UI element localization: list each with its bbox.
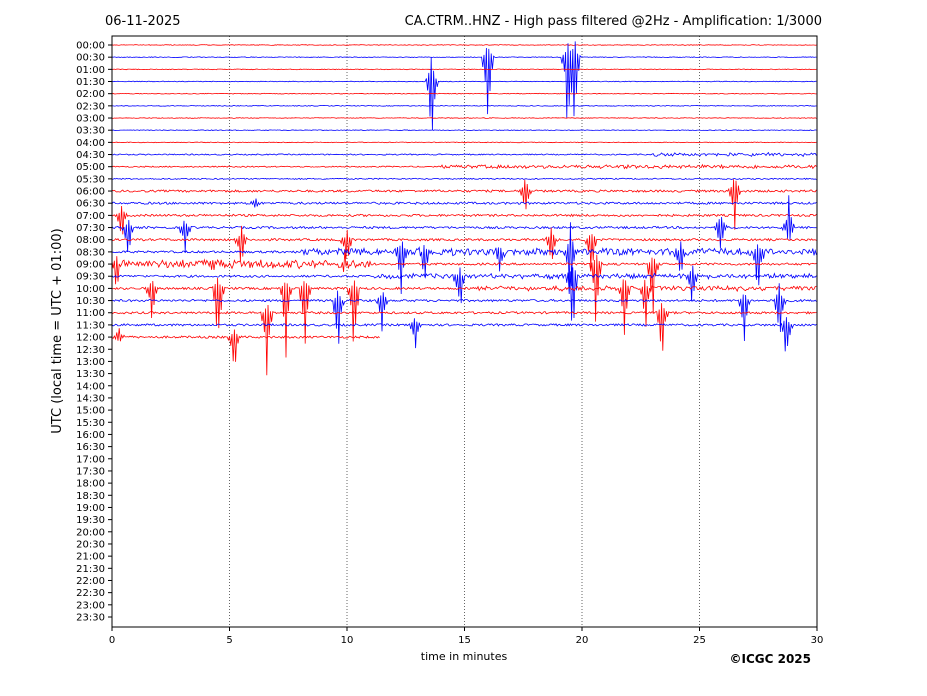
- trace-row-0030: [112, 41, 817, 118]
- y-tick-label: 02:00: [76, 89, 105, 100]
- y-tick-label: 06:30: [76, 199, 105, 210]
- x-axis-ticks: 0 5 10 15 20 25 30: [109, 627, 824, 646]
- y-tick-label: 03:00: [76, 114, 105, 125]
- x-tick-label: 25: [693, 635, 706, 646]
- y-tick-label: 12:30: [76, 345, 105, 356]
- y-tick-label: 21:00: [76, 552, 105, 563]
- y-tick-label: 12:00: [76, 333, 105, 344]
- trace-row-0130: [112, 57, 817, 131]
- x-axis-label: time in minutes: [421, 650, 508, 663]
- x-tick-label: 30: [811, 635, 824, 646]
- y-tick-label: 10:00: [76, 284, 105, 295]
- trace-row-0000: [112, 44, 817, 46]
- trace-row-0700: [112, 206, 817, 235]
- trace-row-1200: [112, 328, 380, 362]
- copyright-label: ©ICGC 2025: [729, 652, 811, 666]
- x-tick-label: 20: [576, 635, 589, 646]
- plot-frame: [111, 35, 818, 628]
- y-tick-label: 22:00: [76, 576, 105, 587]
- y-tick-label: 01:30: [76, 77, 105, 88]
- trace-row-0330: [112, 129, 817, 131]
- x-tick-label: 10: [341, 635, 354, 646]
- y-tick-label: 14:00: [76, 381, 105, 392]
- trace-row-0930: [112, 265, 817, 321]
- seismic-traces: [112, 41, 817, 376]
- y-tick-label: 00:00: [76, 41, 105, 52]
- trace-row-0800: [112, 225, 817, 269]
- trace-row-0300: [112, 117, 817, 119]
- trace-row-0430: [112, 151, 817, 158]
- trace-row-0600: [112, 179, 817, 230]
- y-tick-label: 10:30: [76, 296, 105, 307]
- chart-title: CA.CTRM..HNZ - High pass filtered @2Hz -…: [405, 14, 822, 29]
- y-tick-label: 15:00: [76, 406, 105, 417]
- y-tick-label: 22:30: [76, 588, 105, 599]
- y-tick-label: 21:30: [76, 564, 105, 575]
- y-tick-label: 04:00: [76, 138, 105, 149]
- y-tick-label: 20:00: [76, 527, 105, 538]
- trace-row-1100: [112, 303, 817, 376]
- y-tick-label: 23:00: [76, 600, 105, 611]
- trace-row-0500: [112, 163, 817, 170]
- y-tick-label: 01:00: [76, 65, 105, 76]
- y-tick-label: 07:30: [76, 223, 105, 234]
- trace-row-1030: [112, 283, 817, 344]
- y-axis-label: UTC (local time = UTC + 01:00): [50, 228, 65, 433]
- trace-row-0900: [112, 251, 817, 322]
- trace-row-0400: [112, 141, 817, 144]
- y-tick-label: 00:30: [76, 53, 105, 64]
- y-tick-label: 03:30: [76, 126, 105, 137]
- y-tick-label: 11:00: [76, 308, 105, 319]
- trace-row-1000: [112, 278, 817, 358]
- y-tick-label: 04:30: [76, 150, 105, 161]
- y-tick-label: 05:00: [76, 162, 105, 173]
- y-tick-label: 09:00: [76, 260, 105, 271]
- trace-row-0830: [112, 222, 817, 294]
- y-tick-label: 15:30: [76, 418, 105, 429]
- y-tick-label: 19:30: [76, 515, 105, 526]
- y-tick-label: 18:30: [76, 491, 105, 502]
- x-tick-label: 5: [226, 635, 232, 646]
- trace-row-0100: [112, 68, 817, 71]
- x-tick-label: 15: [458, 635, 471, 646]
- y-tick-label: 18:00: [76, 479, 105, 490]
- y-tick-label: 08:00: [76, 235, 105, 246]
- y-tick-label: 17:30: [76, 466, 105, 477]
- y-tick-label: 19:00: [76, 503, 105, 514]
- date-label: 06-11-2025: [105, 14, 181, 29]
- y-tick-label: 08:30: [76, 247, 105, 258]
- y-tick-label: 09:30: [76, 272, 105, 283]
- y-tick-label: 05:30: [76, 174, 105, 185]
- trace-row-1130: [112, 317, 817, 352]
- y-tick-label: 11:30: [76, 320, 105, 331]
- y-tick-label: 14:30: [76, 393, 105, 404]
- trace-row-0200: [112, 92, 817, 95]
- vertical-gridlines: [229, 36, 700, 627]
- x-tick-label: 0: [109, 635, 115, 646]
- y-tick-label: 06:00: [76, 187, 105, 198]
- y-tick-label: 02:30: [76, 101, 105, 112]
- y-tick-label: 13:00: [76, 357, 105, 368]
- y-tick-label: 20:30: [76, 539, 105, 550]
- trace-row-0530: [112, 177, 817, 181]
- y-tick-label: 16:30: [76, 442, 105, 453]
- trace-row-0730: [112, 195, 817, 252]
- y-tick-label: 23:30: [76, 612, 105, 623]
- y-tick-label: 07:00: [76, 211, 105, 222]
- y-tick-label: 17:00: [76, 454, 105, 465]
- trace-row-0630: [112, 198, 817, 208]
- trace-row-0230: [112, 105, 817, 107]
- y-tick-label: 13:30: [76, 369, 105, 380]
- y-tick-label: 16:00: [76, 430, 105, 441]
